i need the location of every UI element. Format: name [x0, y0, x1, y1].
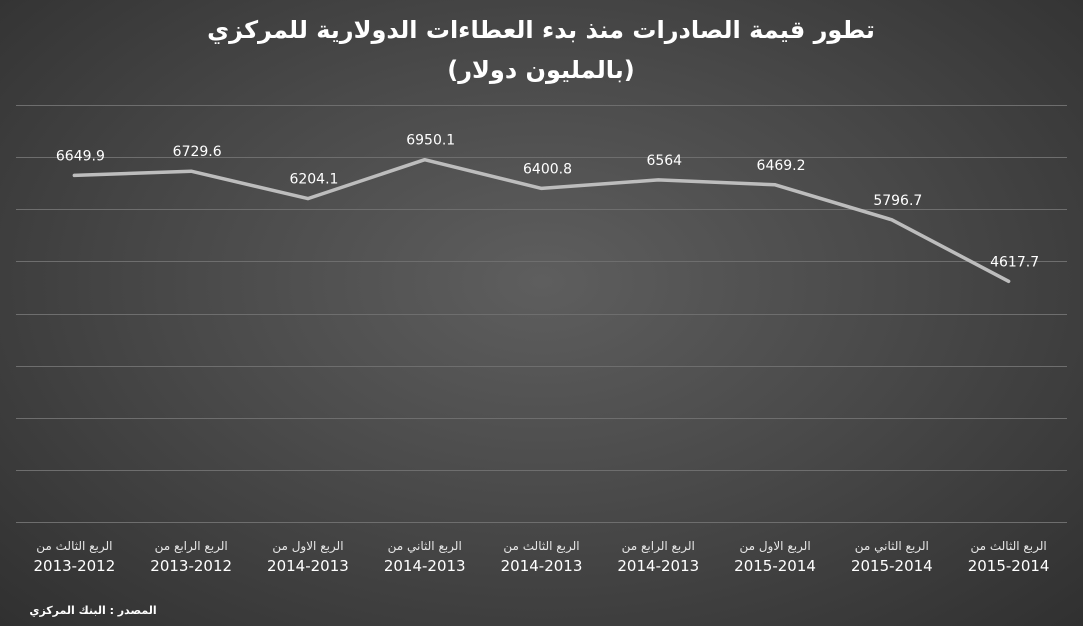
category-label-quarter: الربع الرابع من	[155, 539, 228, 554]
series-line-group	[72, 157, 1011, 284]
source-note: المصدر : البنك المركزي	[29, 604, 156, 617]
category-label-quarter: الربع الثاني من	[388, 539, 462, 554]
category-label-year: 2015-2014	[851, 557, 933, 575]
category-label-year: 2014-2013	[267, 557, 349, 575]
series-line	[72, 157, 1011, 284]
data-point	[773, 183, 777, 187]
gridlines	[16, 105, 1067, 523]
data-label: 6469.2	[757, 158, 806, 174]
data-point	[72, 173, 76, 177]
category-label-year: 2013-2012	[34, 557, 116, 575]
data-point	[1007, 279, 1011, 283]
data-label: 6649.9	[56, 148, 105, 164]
data-point	[656, 178, 660, 182]
category-label-quarter: الربع الثالث من	[36, 539, 112, 554]
data-point	[423, 158, 427, 162]
category-label-quarter: الربع الثالث من	[970, 539, 1046, 554]
category-label-quarter: الربع الثاني من	[855, 539, 929, 554]
category-label-year: 2014-2013	[384, 557, 466, 575]
chart-title: تطور قيمة الصادرات منذ بدء العطاءات الدو…	[207, 16, 875, 44]
chart-subtitle: (بالمليون دولار)	[447, 56, 634, 84]
category-label-year: 2014-2013	[617, 557, 699, 575]
category-label-year: 2015-2014	[734, 557, 816, 575]
category-label-quarter: الربع الاول من	[272, 539, 343, 554]
category-axis-labels: الربع الثالث من 2013-2012 الربع الرابع من 2…	[34, 539, 1050, 575]
data-labels: 6649.9 6729.6 6204.1 6950.1 6400.8 6564 6469.2…	[56, 133, 1039, 271]
data-point	[890, 218, 894, 222]
category-label-year: 2013-2012	[150, 557, 232, 575]
data-label: 6204.1	[289, 172, 338, 188]
category-label-year: 2015-2014	[968, 557, 1050, 575]
data-label: 6400.8	[523, 161, 572, 177]
data-label: 5796.7	[873, 193, 922, 209]
data-point	[540, 186, 543, 190]
data-point	[306, 197, 310, 201]
category-label-year: 2014-2013	[501, 557, 583, 575]
category-label-quarter: الربع الثالث من	[503, 539, 579, 554]
data-label: 6729.6	[173, 144, 222, 160]
data-label: 4617.7	[990, 254, 1039, 270]
data-label: 6950.1	[406, 133, 455, 149]
data-label: 6564	[646, 153, 682, 169]
category-label-quarter: الربع الرابع من	[622, 539, 695, 554]
category-label-quarter: الربع الاول من	[739, 539, 810, 554]
data-point	[189, 169, 193, 173]
